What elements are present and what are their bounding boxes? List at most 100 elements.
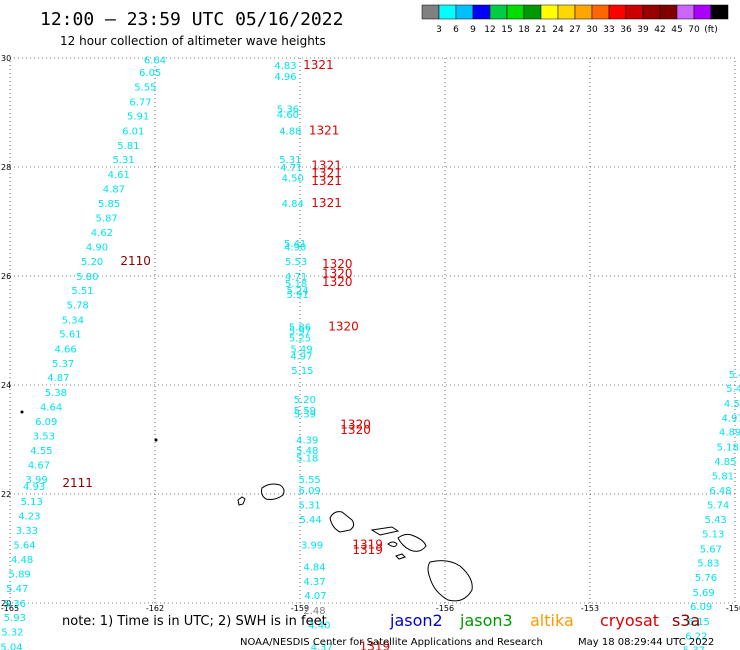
colorbar-swatch xyxy=(455,4,474,20)
wave-height-value: 5.31 xyxy=(112,155,134,166)
wave-height-value: 5.55 xyxy=(299,475,321,486)
wave-height-value: 4.84 xyxy=(282,199,304,210)
colorbar-swatch xyxy=(591,4,610,20)
colorbar-label: 45 xyxy=(671,25,682,35)
map-grid: 30 28 26 24 22 20-165 -162 -159 -156 -153 -150 xyxy=(1,54,740,613)
wave-height-value: 5.64 xyxy=(13,541,35,552)
wave-height-value: 2.48 xyxy=(303,606,325,617)
pass-time-label: 1320 xyxy=(340,418,371,432)
wave-height-value: 5.93 xyxy=(4,613,26,624)
pass-time-label: 1319 xyxy=(352,538,383,552)
colorbar-label: 21 xyxy=(535,25,546,35)
pass-time-label: 1321 xyxy=(311,196,342,210)
footer-credit: NOAA/NESDIS Center for Satellite Applica… xyxy=(240,637,543,648)
wave-height-value: 4.85 xyxy=(714,457,736,468)
wave-height-value: 3.99 xyxy=(25,475,47,486)
pass-time-label: 1321 xyxy=(303,58,334,72)
wave-height-value: 4.97 xyxy=(721,414,740,425)
wave-height-value: 6.64 xyxy=(144,55,166,66)
wave-height-value: 4.67 xyxy=(28,460,50,471)
colorbar-swatch xyxy=(608,4,627,20)
colorbar-swatch xyxy=(574,4,593,20)
pass-time-label: 1320 xyxy=(340,423,371,437)
colorbar-label: 42 xyxy=(654,25,665,35)
wave-height-value: 5.15 xyxy=(291,366,313,377)
colorbar-label: 24 xyxy=(552,25,564,35)
lat-tick-label: 24 xyxy=(1,381,11,390)
wave-height-value: 5.36 xyxy=(277,105,299,116)
wave-height-value: 5.61 xyxy=(59,330,81,341)
colorbar-swatch xyxy=(710,4,729,20)
legend-entry-jason2: jason2 xyxy=(389,611,443,630)
pass-time-label: 1320 xyxy=(322,257,353,271)
wave-height-value: 5.20 xyxy=(81,257,103,268)
wave-height-value: 5.24 xyxy=(286,286,308,297)
wave-height-value: 5.39 xyxy=(294,410,316,421)
wave-height-value: 4.62 xyxy=(91,228,113,239)
wave-height-value: 5.51 xyxy=(71,286,93,297)
wave-height-value: 4.90 xyxy=(284,242,306,253)
wave-height-value: 3.99 xyxy=(301,541,323,552)
colorbar-label: 15 xyxy=(501,25,512,35)
wave-height-value: 4.83 xyxy=(274,61,296,72)
colorbar-label: 30 xyxy=(586,25,598,35)
wave-height-value: 4.89 xyxy=(719,428,740,439)
island-niihau xyxy=(237,496,246,506)
wave-height-value: 5.49 xyxy=(290,344,312,355)
pass-time-label: 2111 xyxy=(62,476,93,490)
wave-height-value: 5.13 xyxy=(21,497,43,508)
island-lanai xyxy=(387,541,398,547)
colorbar-label: 27 xyxy=(569,25,580,35)
wave-height-value: 5.41 xyxy=(284,239,306,250)
wave-height-value: 5.25 xyxy=(289,333,311,344)
pass-time-label: 2110 xyxy=(120,254,151,268)
map-subtitle: 12 hour collection of altimeter wave hei… xyxy=(60,34,326,48)
colorbar-label: 12 xyxy=(484,25,495,35)
lon-tick-label: -156 xyxy=(436,604,454,613)
wave-height-value: 4.60 xyxy=(277,110,299,121)
lon-tick-label: -162 xyxy=(146,604,164,613)
island-molokai xyxy=(370,526,400,536)
wave-height-value: 5.67 xyxy=(700,544,722,555)
wave-height-value: 5.47 xyxy=(6,584,28,595)
island-maui xyxy=(397,533,427,552)
wave-height-value: 4.87 xyxy=(47,373,69,384)
pass-time-label: 1320 xyxy=(328,320,359,334)
wave-height-value: 5.78 xyxy=(67,301,89,312)
lat-tick-label: 22 xyxy=(1,490,11,499)
colorbar-label: 9 xyxy=(470,25,476,35)
wave-height-value: 6.01 xyxy=(122,126,144,137)
wave-height-value: 5.38 xyxy=(45,388,67,399)
pass-time-label: 1321 xyxy=(311,166,342,180)
island-oahu xyxy=(329,511,355,533)
wave-height-value: 4.61 xyxy=(108,170,130,181)
wave-height-value: 4.37 xyxy=(303,577,325,588)
wave-height-value: 5.32 xyxy=(1,628,23,639)
colorbar-swatch xyxy=(557,4,576,20)
colorbar-swatch xyxy=(489,4,508,20)
island-hawaii xyxy=(427,560,473,602)
wave-height-value: 4.39 xyxy=(296,435,318,446)
wave-height-value: 5.13 xyxy=(702,530,724,541)
wave-height-value: 5.59 xyxy=(294,406,316,417)
wave-height-value: 6.77 xyxy=(129,97,151,108)
colorbar-swatch xyxy=(659,4,678,20)
wave-height-value: 4.71 xyxy=(280,163,302,174)
altimeter-tracks: 6.64 6.05 5.55 6.77 5.91 6.01 5.81 5.31 4.61 4.87… xyxy=(0,55,740,650)
lat-tick-label: 30 xyxy=(1,54,11,63)
wave-height-value: 4.90 xyxy=(86,242,108,253)
wave-height-value: 5.86 xyxy=(289,323,311,334)
wave-height-value: 5.48 xyxy=(296,446,318,457)
pass-time-labels: 1321132113211321132113211320132013201320… xyxy=(62,58,390,650)
colorbar-label: 39 xyxy=(637,25,649,35)
wave-height-value: 4.23 xyxy=(18,512,40,523)
wave-height-value: 4.50 xyxy=(282,174,304,185)
wave-height-value: 4.40 xyxy=(308,621,330,632)
pass-time-label: 1320 xyxy=(322,275,353,289)
wave-height-value: 5.85 xyxy=(98,199,120,210)
colorbar-label: 70 xyxy=(688,25,700,35)
wave-height-value: 6.09 xyxy=(35,417,57,428)
lon-tick-label: -165 xyxy=(1,604,19,613)
colorbar-label: 33 xyxy=(603,25,614,35)
wave-height-value: 4.97 xyxy=(290,351,312,362)
